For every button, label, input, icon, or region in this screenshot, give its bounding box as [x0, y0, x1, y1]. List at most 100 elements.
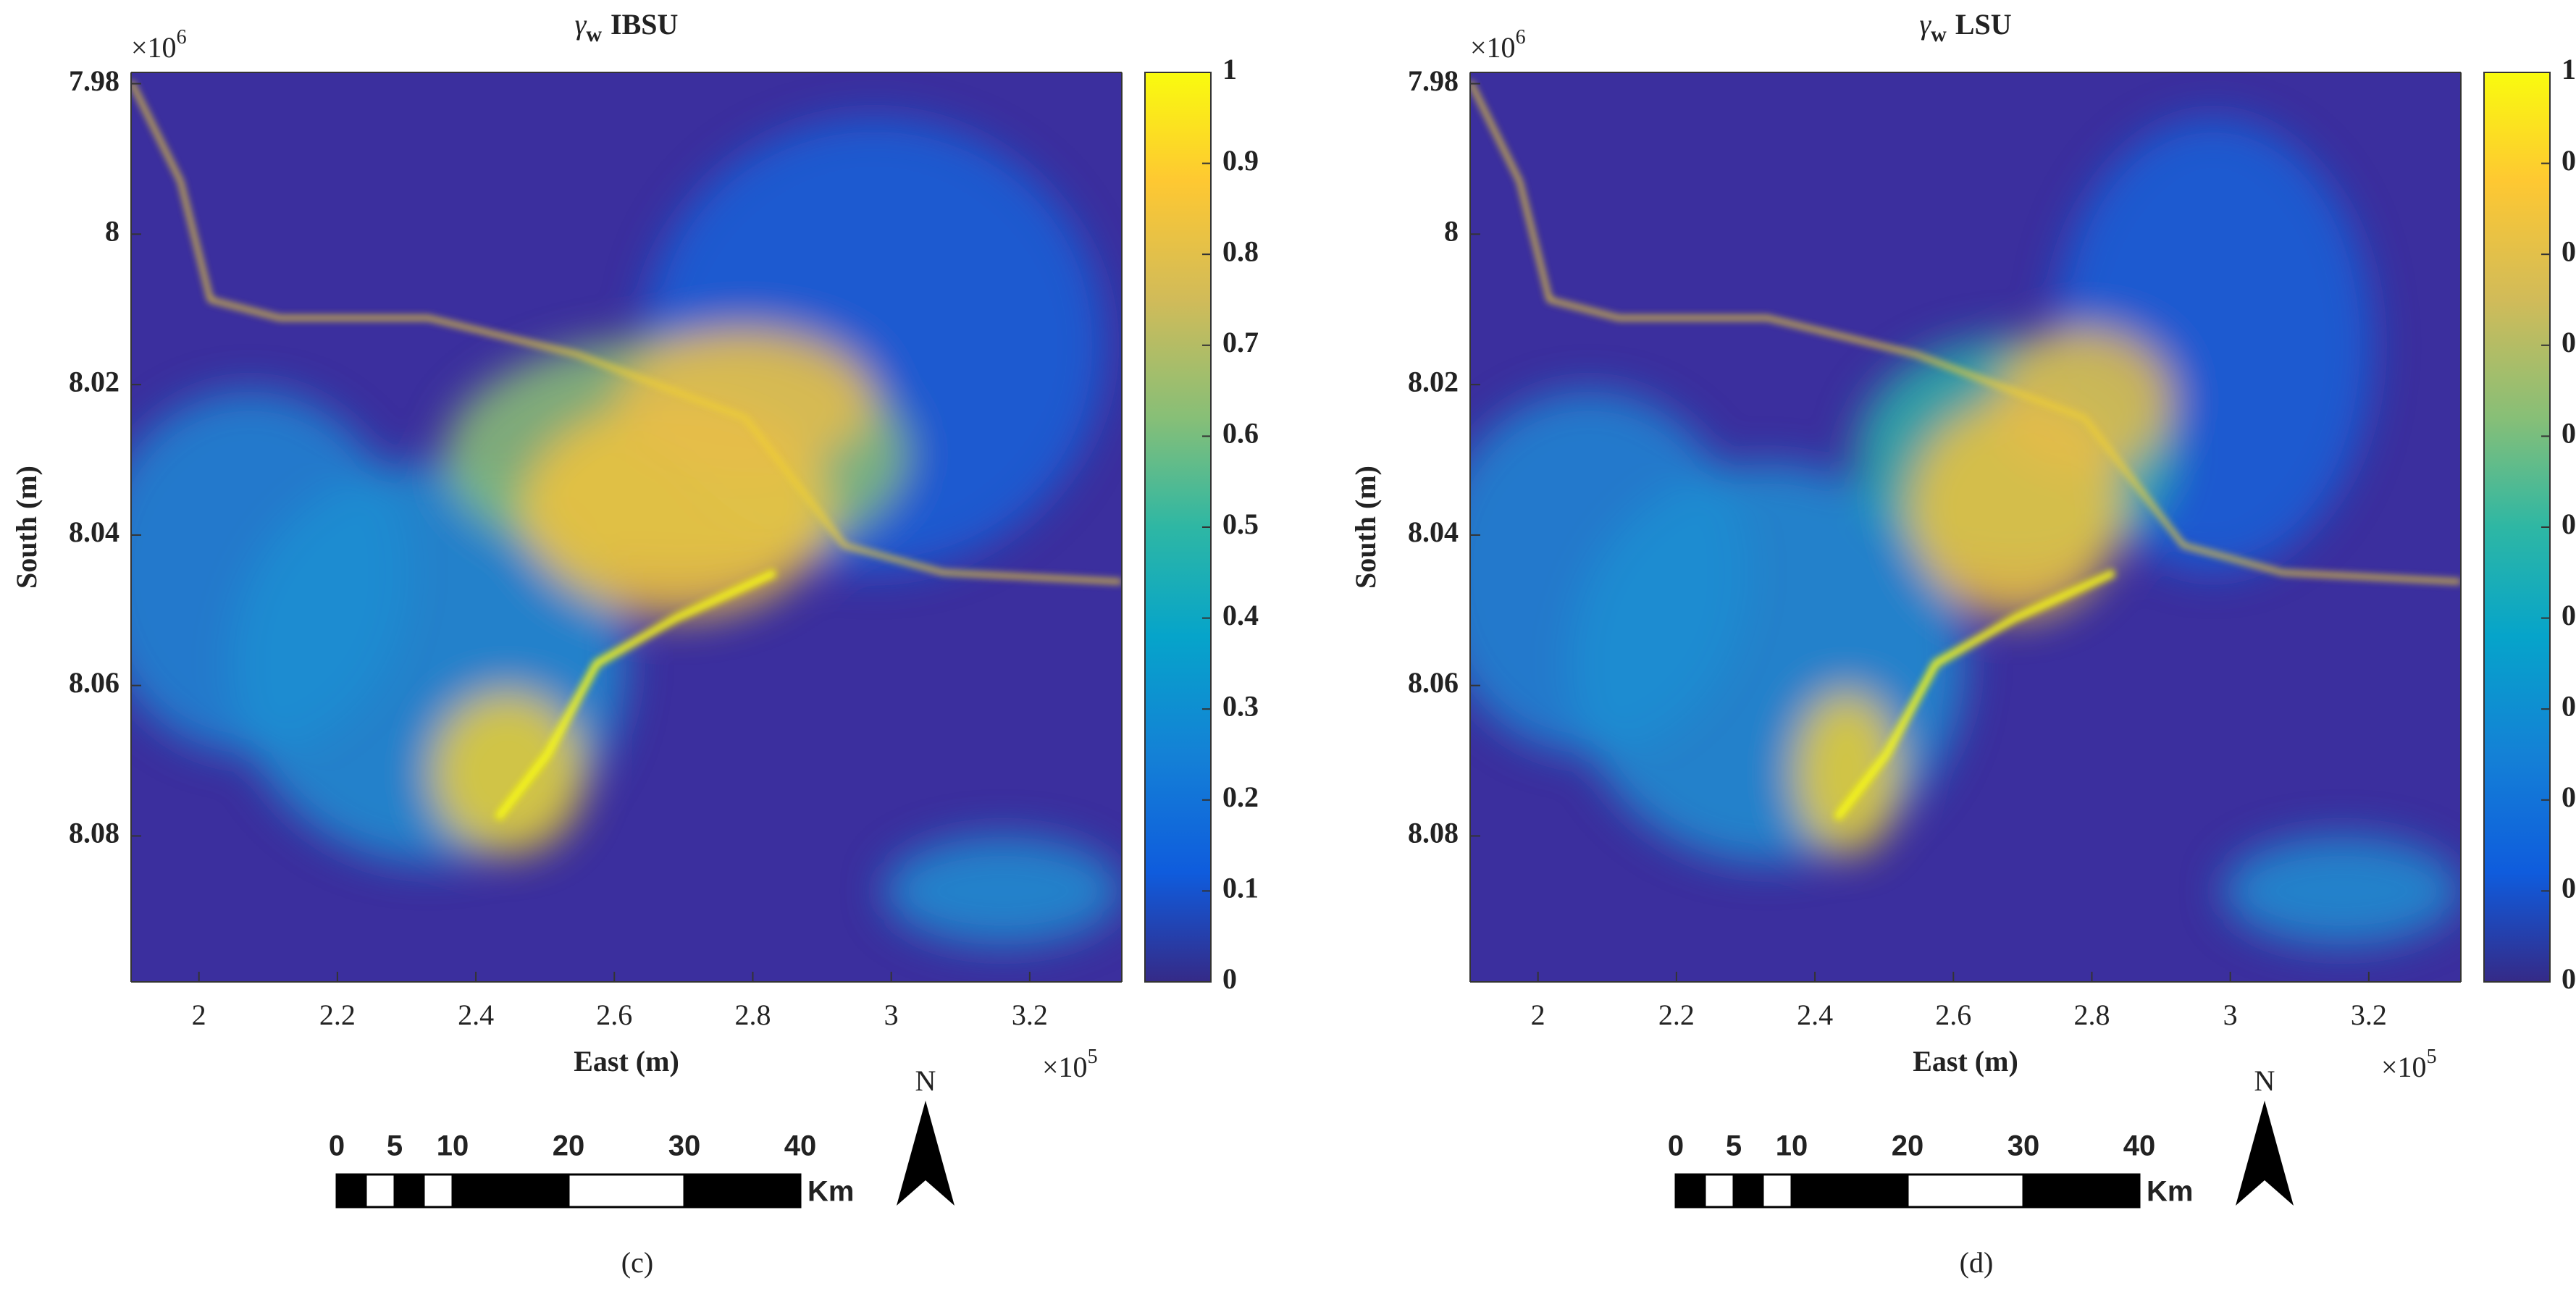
- y-tick-label: 8.06: [1408, 666, 1459, 699]
- x-tick-label: 2.8: [2073, 999, 2110, 1031]
- panel-label: (c): [621, 1246, 653, 1279]
- axes-frame: [1469, 72, 2462, 983]
- scale-label: 30: [668, 1130, 701, 1162]
- scale-label: 10: [1776, 1130, 1808, 1162]
- scale-segment: [451, 1173, 570, 1209]
- north-arrow: [897, 1101, 955, 1206]
- scale-label: 10: [437, 1130, 469, 1162]
- scale-label: 40: [2123, 1130, 2156, 1162]
- colorbar-tick-label: 0.1: [1222, 872, 1259, 904]
- y-tick-label: 8: [105, 215, 119, 248]
- x-tick-label: 3.2: [1012, 999, 1048, 1031]
- x-tick-label: 3.2: [2351, 999, 2387, 1031]
- colorbar-tick-label: 0.7: [1222, 326, 1259, 358]
- panel: γw LSU 2 2.2 2.4 2.6 2.8 3 3.2 7.98 8 8.02 8.04 8.06 8…: [1349, 8, 2576, 1279]
- colorbar-tick-label: 0.8: [1222, 235, 1259, 267]
- title-subscript: w: [1931, 22, 1947, 46]
- multiplier-base: ×10: [1470, 31, 1516, 64]
- title-text: IBSU: [611, 8, 678, 41]
- scale-segment: [364, 1173, 396, 1209]
- colorbar: [2483, 72, 2551, 983]
- y-axis-label: South (m): [1349, 466, 1382, 589]
- chart-title: γw IBSU: [575, 8, 679, 46]
- scale-label: 20: [553, 1130, 585, 1162]
- river: [1470, 80, 2461, 584]
- texture-blob: [2223, 836, 2461, 946]
- y-tick-label: 8.04: [1408, 516, 1459, 548]
- scale-segment: [1703, 1173, 1735, 1209]
- map-texture: [131, 117, 1122, 946]
- x-tick-label: 2.2: [1658, 999, 1695, 1031]
- colorbar-tick-label: 1: [1222, 53, 1237, 85]
- x-axis-label: East (m): [574, 1045, 679, 1077]
- scale-segment: [1761, 1173, 1793, 1209]
- scale-segment: [1732, 1173, 1764, 1209]
- multiplier-exponent: 5: [1088, 1046, 1098, 1068]
- x-axis-label: East (m): [1913, 1045, 2018, 1077]
- x-tick-label: 2.4: [458, 999, 494, 1031]
- x-tick-label: 2.4: [1797, 999, 1833, 1031]
- y-tick-label: 8: [1444, 215, 1459, 248]
- scale-unit: Km: [807, 1176, 854, 1208]
- texture-blob: [884, 836, 1122, 946]
- y-tick-label: 8.02: [1408, 365, 1459, 398]
- texture-blob: [1792, 691, 1900, 855]
- y-tick-label: 8.06: [69, 666, 119, 699]
- colorbar-tick-label: 0.6: [2562, 417, 2576, 450]
- multiplier-exponent: 5: [2427, 1046, 2437, 1068]
- colorbar-tick-label: 0.4: [2562, 599, 2576, 631]
- colorbar-tick-label: 0.5: [2562, 508, 2576, 540]
- map-texture: [1470, 117, 2461, 946]
- colorbar-tick-label: 0.3: [2562, 689, 2576, 722]
- x-tick-label: 2.6: [596, 999, 632, 1031]
- scale-label: 0: [329, 1130, 345, 1162]
- axis-multiplier: ×105: [1042, 1046, 1098, 1083]
- colorbar-tick-label: 0.1: [2562, 872, 2576, 904]
- x-tick-label: 3: [884, 999, 899, 1031]
- map-raster: [131, 72, 1122, 982]
- y-axis-label: South (m): [10, 466, 43, 589]
- scale-segment: [393, 1173, 425, 1209]
- x-tick-label: 2: [192, 999, 206, 1031]
- colorbar: [1144, 72, 1212, 983]
- colorbar-tick-label: 0: [2562, 962, 2576, 995]
- y-tick-label: 7.98: [1408, 64, 1459, 97]
- colorbar-tick-label: 0: [1222, 962, 1237, 995]
- shore: [495, 569, 777, 820]
- colorbar-tick-label: 0.6: [1222, 417, 1259, 450]
- scale-segment: [567, 1173, 686, 1209]
- axes-frame: [130, 72, 1123, 983]
- y-tick-label: 8.04: [69, 516, 119, 548]
- axis-multiplier: ×106: [131, 26, 187, 64]
- colorbar-tick-label: 0.7: [2562, 326, 2576, 358]
- y-tick-label: 8.08: [69, 817, 119, 849]
- colorbar-tick-label: 0.9: [2562, 144, 2576, 177]
- river: [131, 80, 1122, 584]
- texture-blob: [430, 691, 585, 855]
- scale-label: 20: [1892, 1130, 1924, 1162]
- x-tick-label: 2: [1531, 999, 1545, 1031]
- y-tick-label: 8.02: [69, 365, 119, 398]
- scale-segment: [335, 1173, 367, 1209]
- panel: γw IBSU 2 2.2 2.4 2.6 2.8 3 3.2 7.98 8 8.02 8.04 8.06…: [10, 8, 1259, 1279]
- y-tick-label: 8.08: [1408, 817, 1459, 849]
- colorbar-tick-label: 0.5: [1222, 508, 1259, 540]
- north-label: N: [2254, 1064, 2275, 1097]
- scale-segment: [2022, 1173, 2141, 1209]
- multiplier-exponent: 6: [177, 26, 187, 49]
- x-tick-label: 2.8: [734, 999, 771, 1031]
- scale-segment: [1906, 1173, 2025, 1209]
- north-arrow: [2236, 1101, 2294, 1206]
- map-raster: [1470, 72, 2461, 982]
- title-text: LSU: [1955, 8, 2012, 41]
- colorbar-tick-label: 1: [2562, 53, 2576, 85]
- x-tick-label: 2.2: [319, 999, 356, 1031]
- multiplier-exponent: 6: [1516, 26, 1526, 49]
- scale-label: 5: [387, 1130, 403, 1162]
- colorbar-tick-label: 0.8: [2562, 235, 2576, 267]
- title-symbol: γ: [575, 8, 587, 41]
- scale-segment: [422, 1173, 454, 1209]
- y-tick-label: 7.98: [69, 64, 119, 97]
- north-label: N: [915, 1064, 936, 1097]
